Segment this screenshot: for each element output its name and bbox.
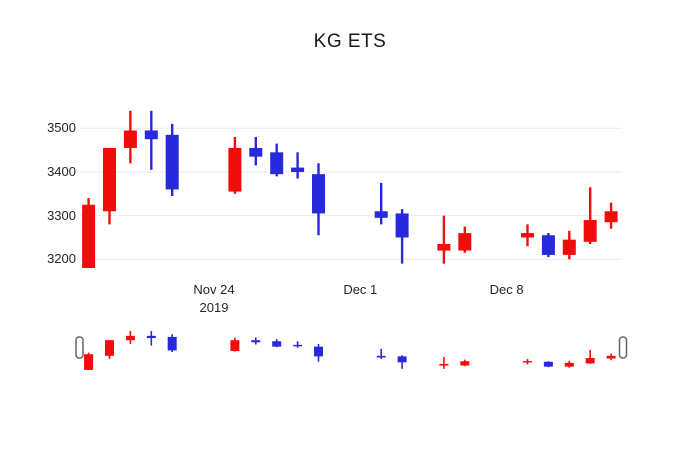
- candle-body-Nov-19[interactable]: [103, 147, 116, 212]
- slider-candle-body-Nov-18: [84, 354, 94, 370]
- slider-candle-body-Dec-6: [460, 361, 470, 366]
- slider-candle-body-Dec-5: [439, 363, 449, 366]
- candle-body-Dec-9[interactable]: [521, 233, 534, 238]
- y-axis-tick-3400: 3400: [47, 163, 76, 179]
- candle-body-Nov-28[interactable]: [291, 167, 305, 172]
- slider-candle-body-Dec-3: [397, 356, 407, 363]
- slider-candle-body-Dec-9: [523, 361, 532, 363]
- candle-body-Dec-11[interactable]: [562, 239, 576, 255]
- candle-body-Nov-22[interactable]: [165, 134, 179, 190]
- x-axis-tick-Nov-24: Nov 24 2019: [174, 281, 254, 317]
- rangeslider-handle-left[interactable]: [75, 336, 84, 359]
- slider-candle-body-Nov-28: [293, 344, 303, 347]
- slider-candle-body-Nov-27: [272, 341, 282, 347]
- slider-candle-body-Nov-29: [314, 346, 323, 357]
- x-axis-tick-Dec-8: Dec 8: [489, 282, 524, 297]
- candle-body-Dec-6[interactable]: [458, 233, 472, 251]
- y-axis-tick-3300: 3300: [47, 207, 76, 223]
- rangeslider-handle-right[interactable]: [618, 336, 628, 359]
- candle-body-Nov-18[interactable]: [82, 204, 96, 269]
- slider-candle-body-Nov-25: [230, 340, 240, 351]
- slider-candle-body-Dec-13: [606, 355, 616, 359]
- candle-body-Nov-27[interactable]: [270, 152, 284, 175]
- slider-candle-body-Nov-22: [167, 336, 177, 351]
- candle-body-Dec-5[interactable]: [437, 244, 451, 251]
- candle-body-Dec-2[interactable]: [374, 211, 388, 218]
- candle-body-Nov-29[interactable]: [312, 174, 325, 214]
- candle-body-Dec-3[interactable]: [395, 213, 409, 238]
- slider-candle-body-Nov-21: [146, 335, 156, 339]
- slider-candle-body-Dec-11: [564, 362, 574, 367]
- slider-candle-body-Dec-12: [585, 358, 595, 364]
- chart-title: KG ETS: [313, 31, 387, 52]
- y-axis-tick-3500: 3500: [47, 120, 76, 136]
- candle-body-Nov-21[interactable]: [144, 130, 158, 140]
- y-axis-tick-3200: 3200: [47, 251, 76, 267]
- x-axis-tick-year: 2019: [199, 300, 229, 315]
- slider-candle-body-Dec-10: [543, 361, 553, 367]
- slider-candle-body-Nov-20: [125, 335, 135, 341]
- candle-body-Nov-25[interactable]: [228, 147, 242, 192]
- candle-body-Nov-20[interactable]: [123, 130, 137, 148]
- x-axis-tick-Dec-1: Dec 1: [343, 282, 378, 297]
- slider-candle-body-Dec-2: [376, 355, 386, 358]
- candle-body-Dec-13[interactable]: [604, 211, 618, 223]
- main-plot-drag-area[interactable]: [80, 100, 622, 272]
- candle-body-Nov-26[interactable]: [249, 147, 263, 157]
- slider-candle-body-Nov-19: [105, 340, 114, 356]
- slider-candle-body-Nov-26: [251, 340, 261, 343]
- rangeslider-track[interactable]: [76, 328, 626, 374]
- candle-body-Dec-10[interactable]: [541, 235, 555, 255]
- candle-body-Dec-12[interactable]: [583, 220, 597, 242]
